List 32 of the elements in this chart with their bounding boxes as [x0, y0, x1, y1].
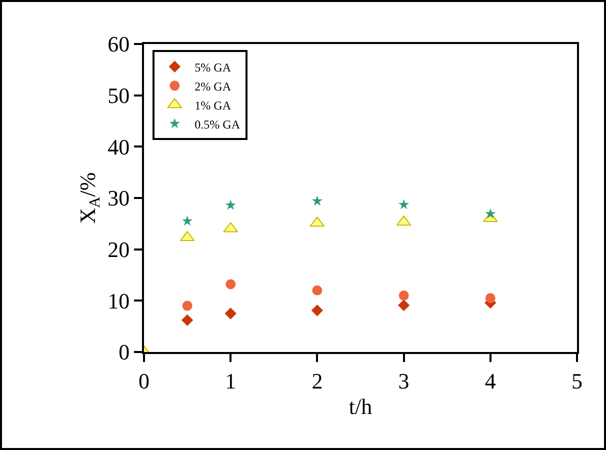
y-tick-label: 20 [108, 237, 130, 262]
legend-label: 0.5% GA [194, 117, 240, 132]
point [485, 293, 496, 304]
point [182, 300, 192, 311]
x-tick-label: 3 [398, 368, 410, 394]
x-tick-label: 5 [572, 368, 582, 394]
point [182, 216, 193, 226]
point [312, 285, 322, 296]
x-axis-title: t/h [348, 394, 372, 419]
point [226, 279, 236, 290]
point [398, 299, 410, 312]
x-tick-label: 0 [138, 368, 150, 394]
x-tick-label: 1 [225, 368, 236, 394]
point [181, 314, 194, 326]
x-tick-label: 2 [312, 368, 323, 394]
y-tick-label: 10 [108, 288, 130, 314]
point [312, 195, 323, 206]
legend-label: 1% GA [194, 98, 232, 112]
point [398, 199, 410, 210]
x-tick-label: 4 [484, 368, 496, 394]
y-tick-label: 30 [108, 186, 130, 211]
y-tick-label: 40 [108, 134, 130, 160]
legend-label: 2% GA [194, 79, 232, 94]
y-tick-label: 60 [108, 32, 130, 57]
legend-label: 5% GA [194, 60, 232, 74]
point [311, 304, 324, 316]
point [224, 308, 236, 320]
point [485, 208, 496, 218]
point [225, 200, 236, 210]
point [398, 290, 409, 301]
y-tick-label: 0 [118, 340, 130, 365]
y-tick-label: 50 [108, 83, 130, 108]
